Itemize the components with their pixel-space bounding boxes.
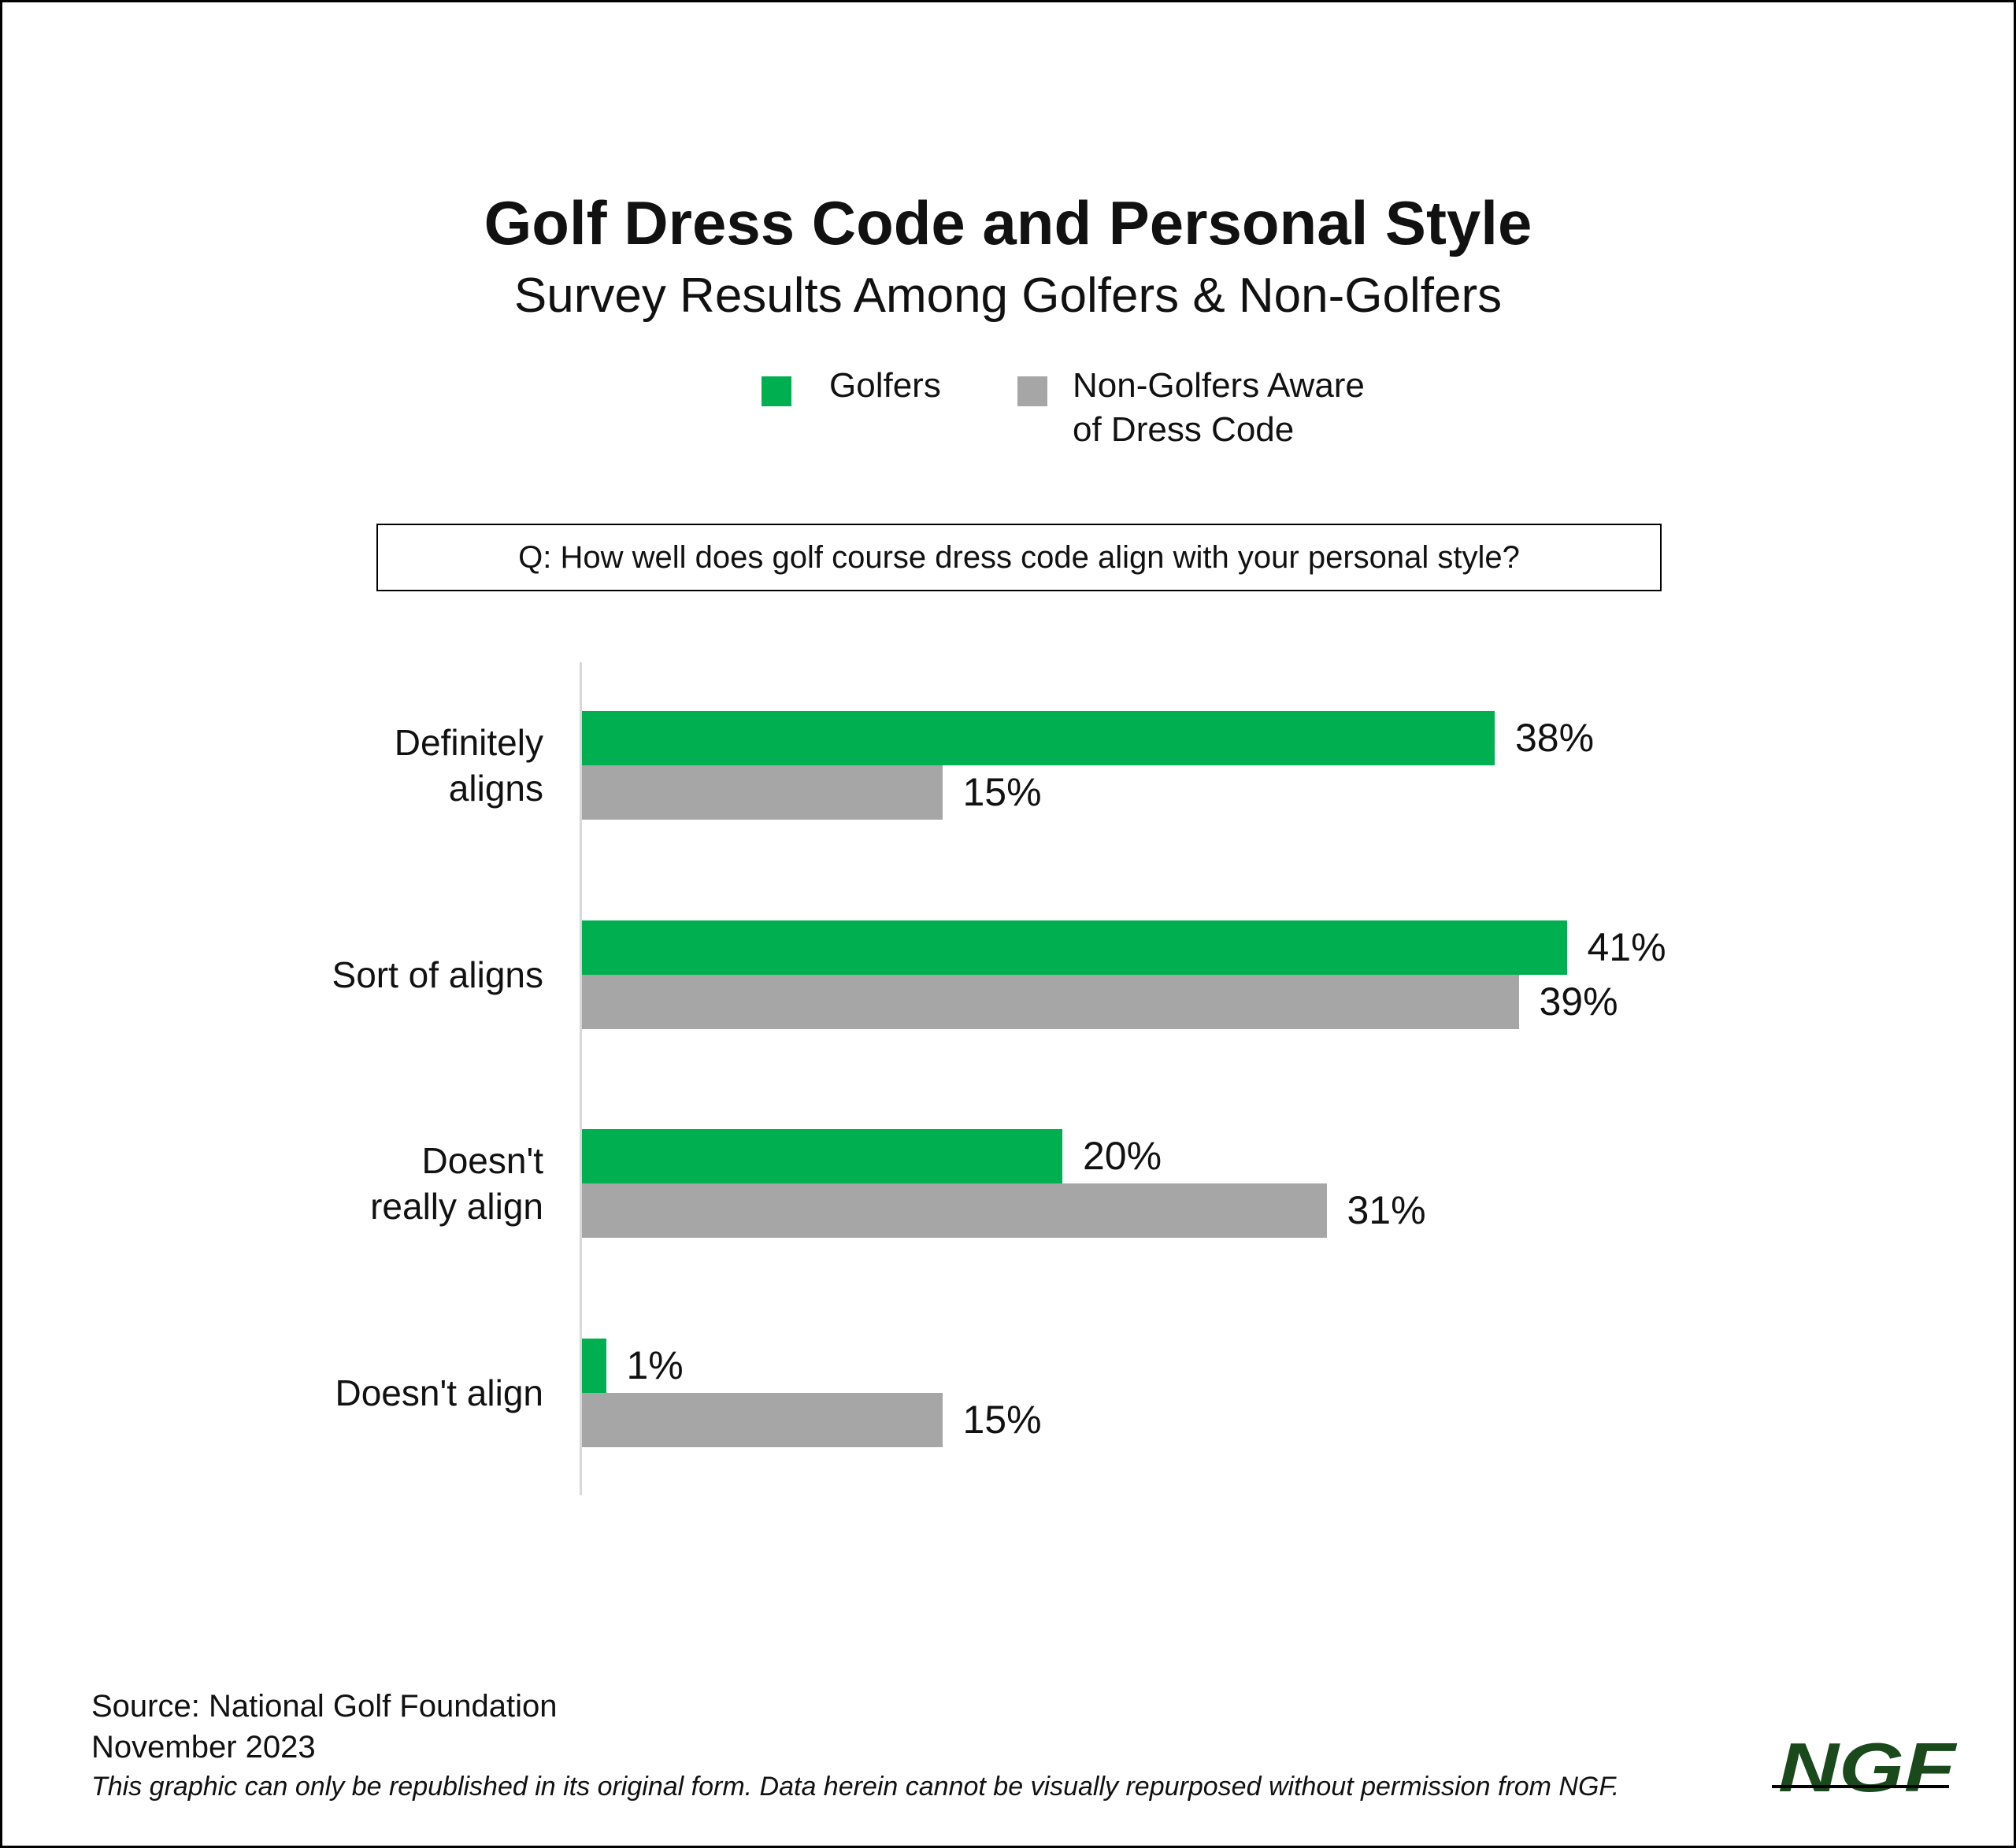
ngf-logo: NGF — [1772, 1728, 1961, 1811]
data-label: 41% — [1587, 925, 1666, 969]
data-label: 20% — [1083, 1134, 1162, 1178]
source-text: Source: National Golf Foundation — [91, 1689, 558, 1724]
category-label: Sort of aligns — [332, 954, 543, 995]
legend-swatch — [1017, 376, 1047, 406]
bar-golfers — [582, 1129, 1062, 1183]
date-text: November 2023 — [91, 1730, 316, 1765]
chart-subtitle: Survey Results Among Golfers & Non-Golfe… — [513, 268, 1503, 323]
data-label: 15% — [962, 770, 1042, 814]
question-box: Q: How well does golf course dress code … — [376, 524, 1662, 591]
bar-non-golfers — [582, 975, 1519, 1029]
bar-golfers — [582, 1339, 606, 1393]
legend-label: Golfers — [829, 366, 941, 405]
category-label: Definitely aligns — [394, 722, 543, 809]
category-label: Doesn't really align — [370, 1140, 543, 1227]
bar-golfers — [582, 920, 1567, 975]
legend-label: Non-Golfers Aware of Dress Code — [1073, 366, 1365, 449]
chart-title: Golf Dress Code and Personal Style — [484, 188, 1532, 257]
bar-non-golfers — [582, 765, 943, 820]
disclaimer-text: This graphic can only be republished in … — [91, 1772, 1620, 1802]
legend-swatch — [762, 376, 791, 406]
category-label: Doesn't align — [335, 1372, 544, 1413]
svg-text:NGF: NGF — [1778, 1736, 1958, 1806]
data-label: 15% — [962, 1398, 1042, 1442]
data-label: 1% — [626, 1343, 684, 1387]
bar-non-golfers — [582, 1393, 943, 1447]
data-label: 38% — [1515, 716, 1595, 760]
y-axis-line — [580, 662, 582, 1495]
bar-non-golfers — [582, 1183, 1327, 1238]
data-label: 31% — [1347, 1188, 1426, 1232]
bar-golfers — [582, 711, 1495, 765]
data-label: 39% — [1539, 980, 1618, 1024]
